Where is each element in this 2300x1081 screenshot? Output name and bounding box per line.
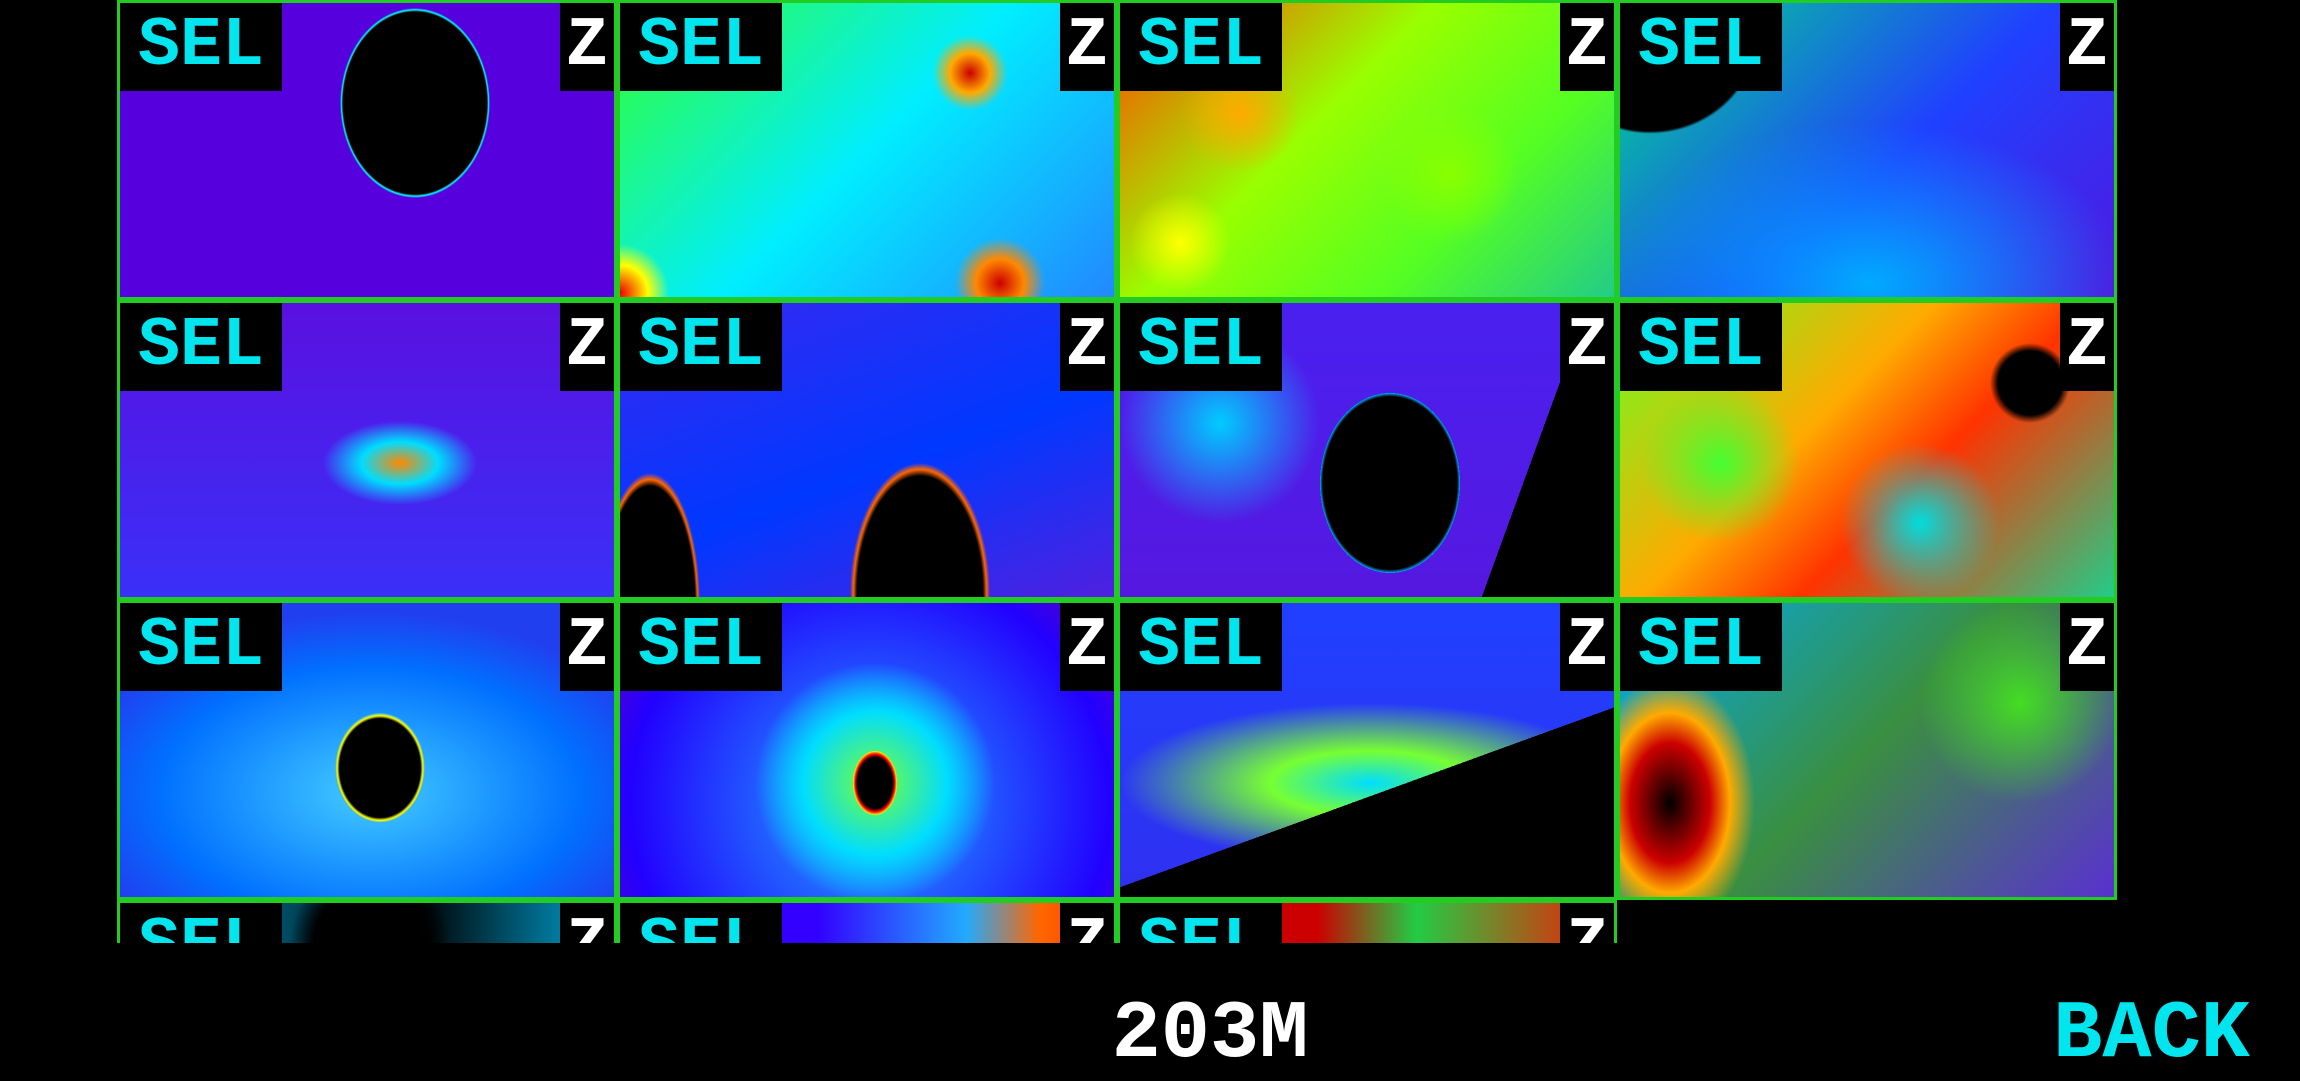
zoom-button[interactable]: Z — [560, 903, 614, 943]
fractal-tile: SEL Z — [117, 900, 617, 943]
zoom-button[interactable]: Z — [2060, 303, 2114, 391]
fractal-tile: SEL Z — [1117, 300, 1617, 600]
fractal-tile: SEL Z — [1117, 0, 1617, 300]
fractal-tile: SEL Z — [1117, 600, 1617, 900]
zoom-button[interactable]: Z — [560, 303, 614, 391]
fractal-tile: SEL Z — [617, 0, 1117, 300]
select-button[interactable]: SEL — [620, 3, 782, 91]
select-button[interactable]: SEL — [1120, 303, 1282, 391]
select-button[interactable]: SEL — [120, 903, 282, 943]
fractal-tile: SEL Z — [1117, 900, 1617, 943]
select-button[interactable]: SEL — [120, 303, 282, 391]
fractal-tile: SEL Z — [117, 600, 617, 900]
zoom-button[interactable]: Z — [2060, 3, 2114, 91]
select-button[interactable]: SEL — [1620, 603, 1782, 691]
zoom-button[interactable]: Z — [2060, 603, 2114, 691]
zoom-button[interactable]: Z — [1060, 903, 1114, 943]
select-button[interactable]: SEL — [120, 3, 282, 91]
zoom-button[interactable]: Z — [1560, 303, 1614, 391]
fractal-tile: SEL Z — [617, 300, 1117, 600]
fractal-tile: SEL Z — [617, 900, 1117, 943]
fractal-tile: SEL Z — [117, 300, 617, 600]
zoom-button[interactable]: Z — [1060, 303, 1114, 391]
zoom-button[interactable]: Z — [1560, 3, 1614, 91]
zoom-button[interactable]: Z — [1060, 3, 1114, 91]
zoom-button[interactable]: Z — [560, 603, 614, 691]
fractal-tile: SEL Z — [617, 600, 1117, 900]
zoom-button[interactable]: Z — [560, 3, 614, 91]
select-button[interactable]: SEL — [120, 603, 282, 691]
zoom-button[interactable]: Z — [1560, 903, 1614, 943]
back-button[interactable]: BACK — [2053, 988, 2250, 1081]
select-button[interactable]: SEL — [1120, 603, 1282, 691]
fractal-tile: SEL Z — [1617, 0, 2117, 300]
select-button[interactable]: SEL — [1620, 3, 1782, 91]
fractal-grid: SEL Z SEL Z SEL Z SEL Z SEL Z SEL Z SEL Z SEL Z SEL Z SEL Z… — [117, 0, 2117, 943]
select-button[interactable]: SEL — [1620, 303, 1782, 391]
select-button[interactable]: SEL — [620, 903, 782, 943]
iteration-count: 203M — [1111, 988, 1309, 1081]
select-button[interactable]: SEL — [1120, 903, 1282, 943]
select-button[interactable]: SEL — [620, 603, 782, 691]
fractal-tile: SEL Z — [117, 0, 617, 300]
zoom-button[interactable]: Z — [1560, 603, 1614, 691]
fractal-tile: SEL Z — [1617, 600, 2117, 900]
fractal-tile: SEL Z — [1617, 300, 2117, 600]
zoom-button[interactable]: Z — [1060, 603, 1114, 691]
select-button[interactable]: SEL — [620, 303, 782, 391]
select-button[interactable]: SEL — [1120, 3, 1282, 91]
